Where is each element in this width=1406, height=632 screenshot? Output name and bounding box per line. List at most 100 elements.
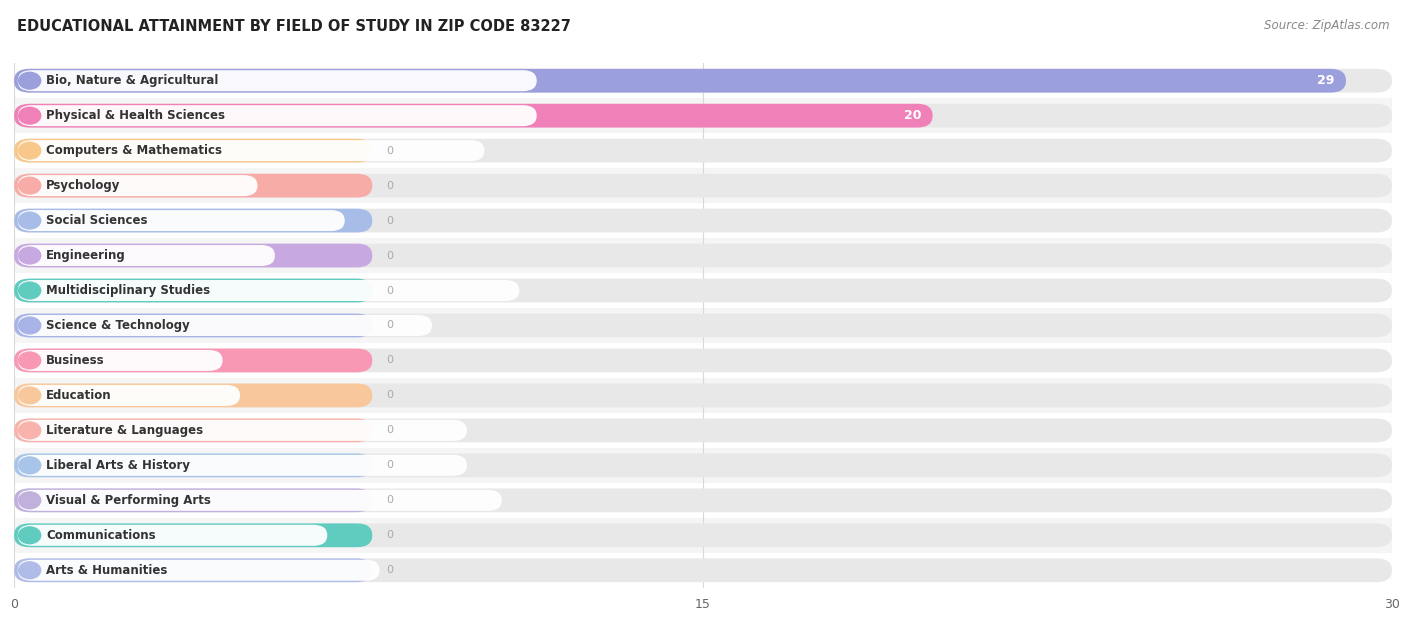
Circle shape — [18, 352, 41, 369]
FancyBboxPatch shape — [14, 139, 373, 162]
FancyBboxPatch shape — [14, 168, 1392, 203]
FancyBboxPatch shape — [14, 313, 1392, 337]
Text: Education: Education — [46, 389, 112, 402]
FancyBboxPatch shape — [14, 518, 1392, 553]
FancyBboxPatch shape — [18, 175, 257, 196]
FancyBboxPatch shape — [14, 238, 1392, 273]
FancyBboxPatch shape — [18, 350, 222, 371]
FancyBboxPatch shape — [14, 209, 1392, 233]
Circle shape — [18, 177, 41, 194]
Text: Business: Business — [46, 354, 105, 367]
FancyBboxPatch shape — [18, 490, 502, 511]
FancyBboxPatch shape — [14, 209, 373, 233]
Circle shape — [18, 562, 41, 579]
FancyBboxPatch shape — [18, 210, 344, 231]
Text: 0: 0 — [387, 565, 394, 575]
Circle shape — [18, 492, 41, 509]
FancyBboxPatch shape — [18, 105, 537, 126]
FancyBboxPatch shape — [18, 560, 380, 581]
FancyBboxPatch shape — [18, 385, 240, 406]
FancyBboxPatch shape — [14, 418, 1392, 442]
FancyBboxPatch shape — [14, 418, 373, 442]
FancyBboxPatch shape — [14, 483, 1392, 518]
FancyBboxPatch shape — [14, 63, 1392, 98]
Circle shape — [18, 247, 41, 264]
FancyBboxPatch shape — [18, 525, 328, 546]
FancyBboxPatch shape — [14, 349, 1392, 372]
FancyBboxPatch shape — [14, 174, 1392, 197]
FancyBboxPatch shape — [14, 244, 1392, 267]
FancyBboxPatch shape — [18, 245, 276, 266]
FancyBboxPatch shape — [14, 279, 1392, 302]
Text: Literature & Languages: Literature & Languages — [46, 424, 204, 437]
FancyBboxPatch shape — [14, 384, 1392, 407]
FancyBboxPatch shape — [14, 523, 1392, 547]
FancyBboxPatch shape — [14, 559, 1392, 582]
Text: 0: 0 — [387, 250, 394, 260]
FancyBboxPatch shape — [14, 98, 1392, 133]
Circle shape — [18, 142, 41, 159]
Circle shape — [18, 212, 41, 229]
FancyBboxPatch shape — [18, 455, 467, 476]
Text: Science & Technology: Science & Technology — [46, 319, 190, 332]
FancyBboxPatch shape — [14, 139, 1392, 162]
Text: 0: 0 — [387, 216, 394, 226]
Text: 0: 0 — [387, 181, 394, 191]
Circle shape — [18, 422, 41, 439]
Text: Multidisciplinary Studies: Multidisciplinary Studies — [46, 284, 211, 297]
FancyBboxPatch shape — [14, 104, 1392, 128]
Text: Bio, Nature & Agricultural: Bio, Nature & Agricultural — [46, 74, 218, 87]
Text: Computers & Mathematics: Computers & Mathematics — [46, 144, 222, 157]
FancyBboxPatch shape — [14, 343, 1392, 378]
Text: Source: ZipAtlas.com: Source: ZipAtlas.com — [1264, 19, 1389, 32]
FancyBboxPatch shape — [14, 553, 1392, 588]
FancyBboxPatch shape — [18, 140, 485, 161]
Circle shape — [18, 282, 41, 299]
FancyBboxPatch shape — [18, 420, 467, 441]
Text: 20: 20 — [904, 109, 921, 122]
Text: Psychology: Psychology — [46, 179, 121, 192]
FancyBboxPatch shape — [14, 313, 373, 337]
FancyBboxPatch shape — [14, 489, 373, 512]
FancyBboxPatch shape — [14, 454, 1392, 477]
FancyBboxPatch shape — [14, 448, 1392, 483]
Text: Physical & Health Sciences: Physical & Health Sciences — [46, 109, 225, 122]
Text: 0: 0 — [387, 425, 394, 435]
FancyBboxPatch shape — [14, 69, 1346, 92]
Text: 0: 0 — [387, 391, 394, 401]
Circle shape — [18, 72, 41, 89]
FancyBboxPatch shape — [14, 203, 1392, 238]
Text: 0: 0 — [387, 286, 394, 296]
Text: Communications: Communications — [46, 529, 156, 542]
Text: Social Sciences: Social Sciences — [46, 214, 148, 227]
Text: 0: 0 — [387, 530, 394, 540]
Text: 0: 0 — [387, 355, 394, 365]
FancyBboxPatch shape — [14, 308, 1392, 343]
FancyBboxPatch shape — [14, 384, 373, 407]
FancyBboxPatch shape — [18, 315, 432, 336]
Circle shape — [18, 317, 41, 334]
FancyBboxPatch shape — [18, 70, 537, 91]
FancyBboxPatch shape — [14, 559, 373, 582]
FancyBboxPatch shape — [14, 489, 1392, 512]
FancyBboxPatch shape — [14, 378, 1392, 413]
FancyBboxPatch shape — [18, 280, 519, 301]
Text: 0: 0 — [387, 460, 394, 470]
FancyBboxPatch shape — [14, 349, 373, 372]
FancyBboxPatch shape — [14, 279, 373, 302]
Text: 0: 0 — [387, 320, 394, 331]
FancyBboxPatch shape — [14, 454, 373, 477]
FancyBboxPatch shape — [14, 413, 1392, 448]
Circle shape — [18, 107, 41, 124]
FancyBboxPatch shape — [14, 523, 373, 547]
FancyBboxPatch shape — [14, 69, 1392, 92]
FancyBboxPatch shape — [14, 244, 373, 267]
Text: Visual & Performing Arts: Visual & Performing Arts — [46, 494, 211, 507]
Text: Engineering: Engineering — [46, 249, 127, 262]
Text: EDUCATIONAL ATTAINMENT BY FIELD OF STUDY IN ZIP CODE 83227: EDUCATIONAL ATTAINMENT BY FIELD OF STUDY… — [17, 19, 571, 34]
Text: Liberal Arts & History: Liberal Arts & History — [46, 459, 190, 472]
Circle shape — [18, 457, 41, 474]
Circle shape — [18, 527, 41, 544]
Text: 29: 29 — [1317, 74, 1334, 87]
FancyBboxPatch shape — [14, 174, 373, 197]
